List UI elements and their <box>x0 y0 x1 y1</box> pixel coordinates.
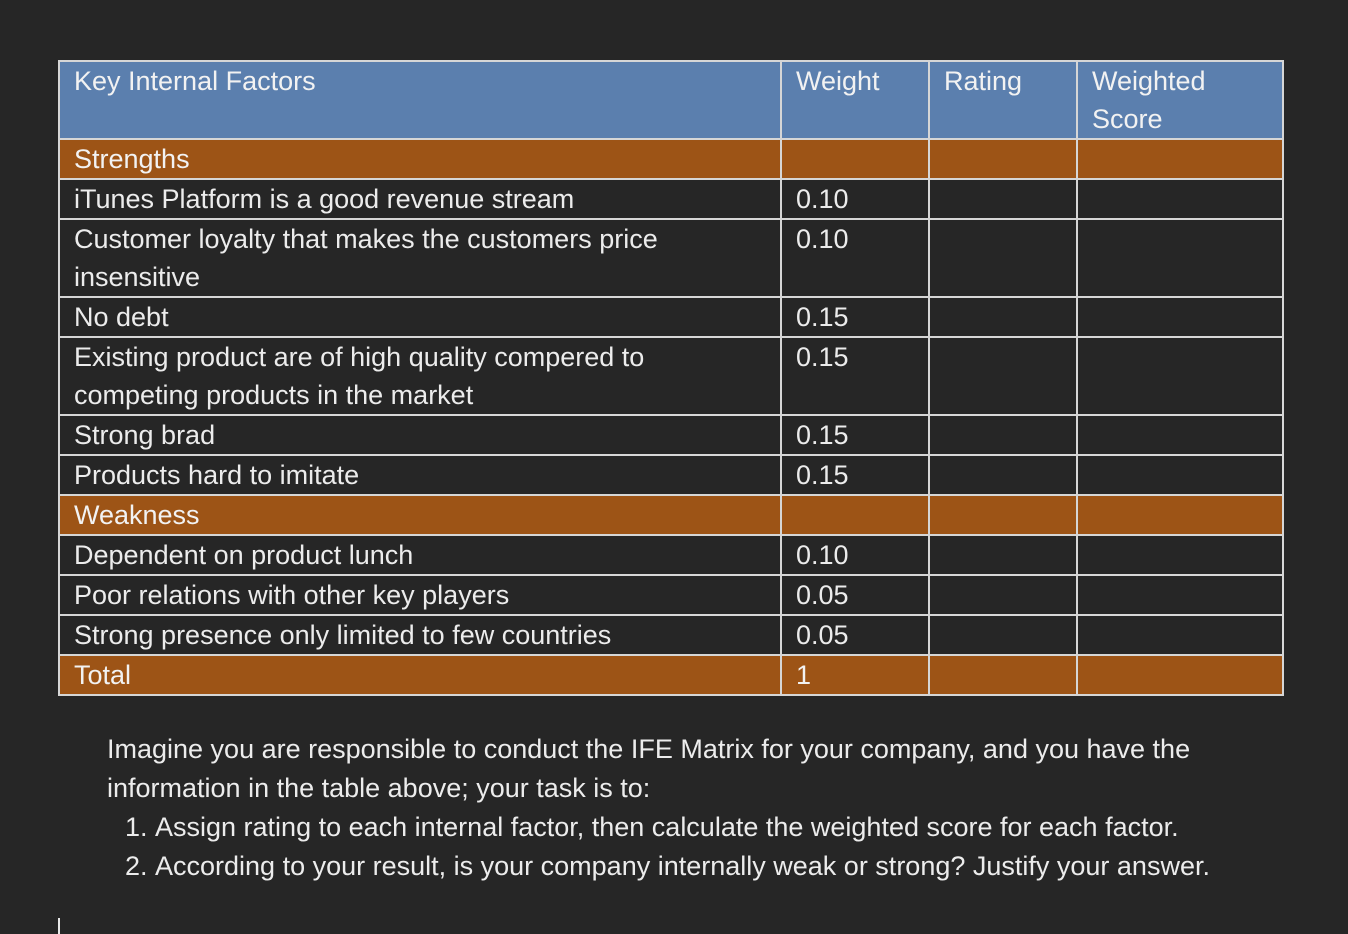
empty-cell <box>928 494 1078 536</box>
factor-cell: Products hard to imitate <box>58 454 782 496</box>
rating-cell <box>928 414 1078 456</box>
weighted-score-cell <box>1076 218 1284 298</box>
total-row: Total 1 <box>58 654 1284 696</box>
rating-cell <box>928 614 1078 656</box>
weight-cell: 0.10 <box>780 218 930 298</box>
table-row: Products hard to imitate 0.15 <box>58 454 1284 496</box>
rating-cell <box>928 454 1078 496</box>
header-weight: Weight <box>780 60 930 140</box>
weighted-score-cell <box>1076 614 1284 656</box>
table-row: Strong brad 0.15 <box>58 414 1284 456</box>
table-row: Poor relations with other key players 0.… <box>58 574 1284 616</box>
ife-matrix-table: Key Internal Factors Weight Rating Weigh… <box>58 60 1284 696</box>
empty-cell <box>780 494 930 536</box>
weight-cell: 0.10 <box>780 534 930 576</box>
list-item: Assign rating to each internal factor, t… <box>155 808 1307 847</box>
empty-cell <box>928 654 1078 696</box>
weight-cell: 0.05 <box>780 574 930 616</box>
weighted-score-cell <box>1076 178 1284 220</box>
instructions-intro: Imagine you are responsible to conduct t… <box>107 734 1191 803</box>
section-row-strengths: Strengths <box>58 138 1284 180</box>
factor-cell: Poor relations with other key players <box>58 574 782 616</box>
factor-cell: No debt <box>58 296 782 338</box>
weighted-score-cell <box>1076 574 1284 616</box>
factor-cell: Strong presence only limited to few coun… <box>58 614 782 656</box>
rating-cell <box>928 218 1078 298</box>
rating-cell <box>928 574 1078 616</box>
table-row: Dependent on product lunch 0.10 <box>58 534 1284 576</box>
rating-cell <box>928 336 1078 416</box>
factor-cell: Dependent on product lunch <box>58 534 782 576</box>
header-rating: Rating <box>928 60 1078 140</box>
total-label: Total <box>58 654 782 696</box>
weight-cell: 0.05 <box>780 614 930 656</box>
weighted-score-cell <box>1076 454 1284 496</box>
weight-cell: 0.10 <box>780 178 930 220</box>
empty-cell <box>928 138 1078 180</box>
weight-cell: 0.15 <box>780 414 930 456</box>
instructions: Imagine you are responsible to conduct t… <box>107 730 1307 886</box>
section-label: Strengths <box>58 138 782 180</box>
table-header-row: Key Internal Factors Weight Rating Weigh… <box>58 60 1284 140</box>
empty-cell <box>780 138 930 180</box>
section-label: Weakness <box>58 494 782 536</box>
weighted-score-cell <box>1076 336 1284 416</box>
total-weight: 1 <box>780 654 930 696</box>
factor-cell: Strong brad <box>58 414 782 456</box>
weight-cell: 0.15 <box>780 296 930 338</box>
table-row: iTunes Platform is a good revenue stream… <box>58 178 1284 220</box>
text-cursor <box>58 918 60 934</box>
factor-cell: Customer loyalty that makes the customer… <box>58 218 782 298</box>
weighted-score-cell <box>1076 534 1284 576</box>
list-item: According to your result, is your compan… <box>155 847 1307 886</box>
rating-cell <box>928 296 1078 338</box>
empty-cell <box>1076 494 1284 536</box>
factor-cell: Existing product are of high quality com… <box>58 336 782 416</box>
empty-cell <box>1076 654 1284 696</box>
table-row: No debt 0.15 <box>58 296 1284 338</box>
rating-cell <box>928 534 1078 576</box>
header-weighted-score: Weighted Score <box>1076 60 1284 140</box>
weighted-score-cell <box>1076 296 1284 338</box>
table-row: Existing product are of high quality com… <box>58 336 1284 416</box>
instructions-list: Assign rating to each internal factor, t… <box>107 808 1307 886</box>
table-row: Strong presence only limited to few coun… <box>58 614 1284 656</box>
empty-cell <box>1076 138 1284 180</box>
rating-cell <box>928 178 1078 220</box>
factor-cell: iTunes Platform is a good revenue stream <box>58 178 782 220</box>
weight-cell: 0.15 <box>780 336 930 416</box>
header-key-internal-factors: Key Internal Factors <box>58 60 782 140</box>
weight-cell: 0.15 <box>780 454 930 496</box>
weighted-score-cell <box>1076 414 1284 456</box>
section-row-weakness: Weakness <box>58 494 1284 536</box>
table-row: Customer loyalty that makes the customer… <box>58 218 1284 298</box>
